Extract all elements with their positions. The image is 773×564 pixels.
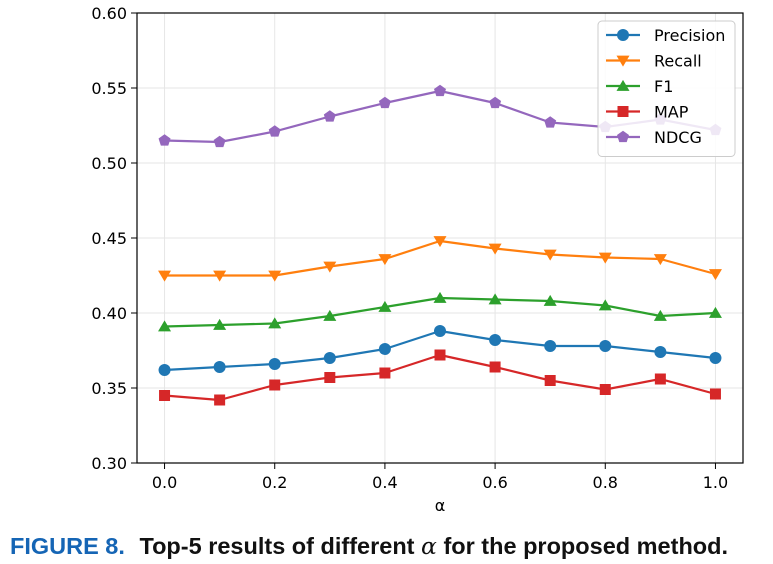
data-point-ndcg <box>213 135 226 148</box>
data-point-precision <box>489 334 502 346</box>
data-point-recall <box>708 269 722 281</box>
data-point-map <box>489 361 501 373</box>
data-point-map <box>379 367 391 379</box>
figure-caption: FIGURE 8. Top-5 results of different α f… <box>10 532 770 560</box>
data-point-recall <box>213 270 227 282</box>
data-point-recall <box>433 236 447 248</box>
data-point-ndcg <box>268 125 281 137</box>
data-point-f1 <box>213 318 227 330</box>
figure-caption-label: FIGURE 8. <box>10 533 125 559</box>
data-point-precision <box>213 361 226 373</box>
legend-marker-map <box>617 106 629 117</box>
y-tick-label: 0.50 <box>91 154 127 173</box>
legend-label-f1: F1 <box>654 77 673 96</box>
series-f1 <box>158 291 722 332</box>
legend-label-precision: Precision <box>654 26 725 45</box>
legend-marker-recall <box>616 55 630 67</box>
data-point-precision <box>544 340 557 352</box>
y-tick-label: 0.55 <box>91 79 127 98</box>
data-point-map <box>214 394 226 406</box>
data-point-f1 <box>323 309 337 321</box>
data-point-ndcg <box>378 96 391 109</box>
x-tick-label: 0.2 <box>262 473 287 492</box>
x-tick-label: 0.6 <box>482 473 507 492</box>
x-tick-label: 1.0 <box>703 473 728 492</box>
data-point-recall <box>323 261 337 273</box>
legend-marker-f1 <box>616 79 630 91</box>
legend-marker-precision <box>617 29 629 41</box>
figure-caption-symbol: α <box>421 532 437 560</box>
y-tick-label: 0.40 <box>91 304 127 323</box>
data-point-map <box>709 388 721 400</box>
data-point-recall <box>158 270 172 282</box>
data-point-recall <box>598 252 612 264</box>
series-map <box>159 349 721 406</box>
data-point-recall <box>543 249 557 261</box>
data-point-recall <box>378 254 392 266</box>
data-point-recall <box>653 254 667 266</box>
data-point-precision <box>709 352 722 364</box>
data-point-map <box>654 373 666 385</box>
data-point-f1 <box>653 309 667 321</box>
axes: 0.0 0.2 0.4 0.6 0.8 1.0 0.30 0.35 0.40 0.45 0.50 0.… <box>91 4 728 492</box>
data-point-ndcg <box>544 116 557 128</box>
line-chart: 0.0 0.2 0.4 0.6 0.8 1.0 0.30 0.35 0.40 0.45 0.50 0.… <box>91 4 744 515</box>
legend-box <box>597 20 736 157</box>
data-point-map <box>434 349 446 361</box>
y-tick-label: 0.30 <box>91 454 127 473</box>
data-point-precision <box>654 346 667 358</box>
data-point-map <box>324 372 336 383</box>
data-point-map <box>159 390 171 401</box>
data-point-f1 <box>433 291 447 303</box>
series-precision <box>158 325 722 376</box>
data-point-precision <box>434 325 446 337</box>
data-point-f1 <box>708 306 722 318</box>
data-point-precision <box>599 340 612 352</box>
legend: Precision Recall F1 MAP NDCG <box>597 20 736 157</box>
data-point-precision <box>268 358 281 370</box>
data-point-ndcg <box>158 134 171 146</box>
data-point-map <box>269 379 281 391</box>
data-point-recall <box>488 243 502 255</box>
legend-label-recall: Recall <box>654 52 702 71</box>
x-tick-label: 0.0 <box>152 473 177 492</box>
data-point-f1 <box>598 299 612 311</box>
data-point-precision <box>323 352 336 364</box>
y-tick-label: 0.45 <box>91 229 127 248</box>
x-tick-label: 0.8 <box>593 473 618 492</box>
data-point-f1 <box>268 317 282 329</box>
data-point-ndcg <box>434 84 446 97</box>
data-point-recall <box>268 270 282 282</box>
data-point-precision <box>378 343 391 355</box>
data-point-map <box>544 375 556 386</box>
figure-caption-text: Top-5 results of different <box>139 533 415 559</box>
data-point-ndcg <box>323 110 336 122</box>
data-point-f1 <box>158 320 172 332</box>
data-point-f1 <box>488 293 502 305</box>
y-tick-label: 0.35 <box>91 379 127 398</box>
legend-label-map: MAP <box>654 103 689 122</box>
x-axis-label: α <box>435 496 446 515</box>
data-point-f1 <box>543 294 557 306</box>
series-recall <box>158 236 722 282</box>
figure-caption-text-end: for the proposed method. <box>443 533 729 559</box>
legend-marker-ndcg <box>617 130 629 143</box>
data-point-precision <box>158 364 171 376</box>
y-tick-label: 0.60 <box>91 4 127 23</box>
x-tick-label: 0.4 <box>372 473 397 492</box>
data-point-f1 <box>378 300 392 312</box>
legend-label-ndcg: NDCG <box>654 128 702 147</box>
data-point-ndcg <box>489 96 502 109</box>
data-point-map <box>599 384 611 395</box>
